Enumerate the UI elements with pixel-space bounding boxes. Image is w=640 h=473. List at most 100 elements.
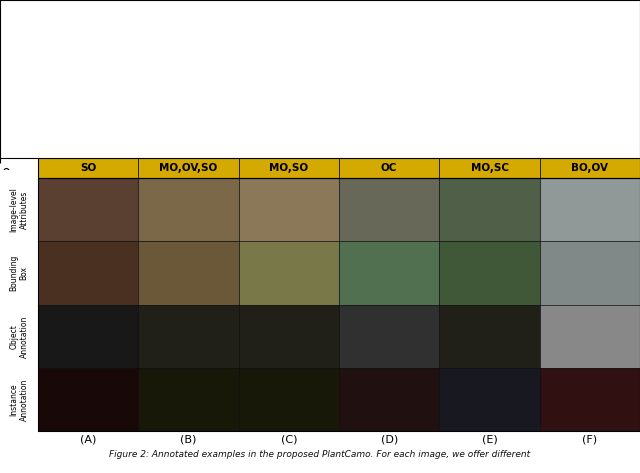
Bar [0,90,75,113]
Text: CVPR: CVPR [339,29,366,39]
Text: CVIU: CVIU [225,29,250,39]
Text: #Image: #Image [18,96,57,106]
Bar [295,45,410,68]
Text: -: - [125,119,129,129]
Text: 1,250: 1,250 [223,96,252,106]
Text: Animal&unnatural: Animal&unnatural [192,74,283,84]
Bar [515,113,640,135]
Text: 4,121: 4,121 [448,96,477,106]
Text: 8: 8 [234,119,241,129]
Text: (E): (E) [482,434,497,445]
Text: -: - [461,119,464,129]
Bar [75,135,180,158]
Bar [295,135,410,158]
Text: (D): (D) [381,434,398,445]
Bar [515,90,640,113]
Text: Bounding
Box: Bounding Box [10,255,29,291]
Text: 2018: 2018 [115,51,140,61]
Bar [515,0,640,23]
Bar [138,241,239,305]
Text: MO,SC: MO,SC [470,163,509,173]
Text: 2019: 2019 [225,51,250,61]
Text: (F): (F) [582,434,597,445]
Text: Figure 2: Annotated examples in the proposed PlantCamo. For each image, we offer: Figure 2: Annotated examples in the prop… [109,450,531,459]
Bar [38,241,138,305]
Text: Year: Year [27,51,48,61]
Bar [180,23,295,45]
Text: #Attr.: #Attr. [23,141,52,151]
Bar [75,113,180,135]
Bar [38,158,640,178]
Bar [339,178,439,241]
Text: Plant: Plant [563,74,592,84]
Bar [439,158,540,178]
Bar [38,178,138,241]
Text: -: - [125,29,129,39]
Bar [339,158,439,178]
Bar [0,23,75,45]
Bar [75,90,180,113]
Bar [410,0,515,23]
Text: 2021: 2021 [450,51,475,61]
Bar [339,305,439,368]
Bar [239,368,339,431]
Bar [75,68,180,90]
Bar [295,90,410,113]
Text: 78: 78 [346,119,359,129]
Bar [38,305,138,368]
Text: BO,OV: BO,OV [572,163,609,173]
Text: PlantCamo: PlantCamo [546,6,609,16]
Bar [410,135,515,158]
Bar [0,0,75,23]
Bar [439,368,540,431]
Text: 7: 7 [234,141,241,151]
Bar [439,178,540,241]
Bar [239,158,339,178]
Text: #Class: #Class [20,119,55,129]
Text: Chameleon [43]: Chameleon [43] [81,6,174,17]
Text: (C): (C) [280,434,297,445]
Text: -: - [461,141,464,151]
Bar [0,68,75,90]
Bar [540,241,640,305]
Bar [515,68,640,90]
Bar [180,135,295,158]
Text: 10: 10 [570,141,584,151]
Text: Image-level
Attributes: Image-level Attributes [10,187,29,232]
Bar [138,158,239,178]
Bar [180,0,295,23]
Bar [410,90,515,113]
Bar [38,158,138,178]
Text: 7: 7 [349,141,356,151]
Bar [38,178,640,431]
Bar [138,368,239,431]
Text: (A): (A) [80,434,97,445]
Text: (B): (B) [180,434,196,445]
Text: Animal&unnatural: Animal&unnatural [417,74,508,84]
Bar [180,68,295,90]
Bar [540,158,640,178]
Text: 10,000: 10,000 [335,96,370,106]
Bar [138,178,239,241]
Bar [180,45,295,68]
Text: Scope: Scope [22,74,52,84]
Bar [295,68,410,90]
Bar [295,0,410,23]
Bar [0,113,75,135]
Bar [180,113,295,135]
Text: -: - [575,29,580,39]
Bar [0,135,75,158]
Text: Instance
Annotation: Instance Annotation [10,378,29,421]
Bar [0,170,640,178]
Bar [339,241,439,305]
Bar [180,90,295,113]
Bar [410,23,515,45]
Text: NC4K [35]: NC4K [35] [433,6,492,17]
Bar [0,45,75,68]
Text: OC: OC [381,163,397,173]
Bar [540,368,640,431]
Bar [239,178,339,241]
Bar [75,0,180,23]
Text: Animal: Animal [110,74,145,84]
Text: CVPR: CVPR [449,29,476,39]
